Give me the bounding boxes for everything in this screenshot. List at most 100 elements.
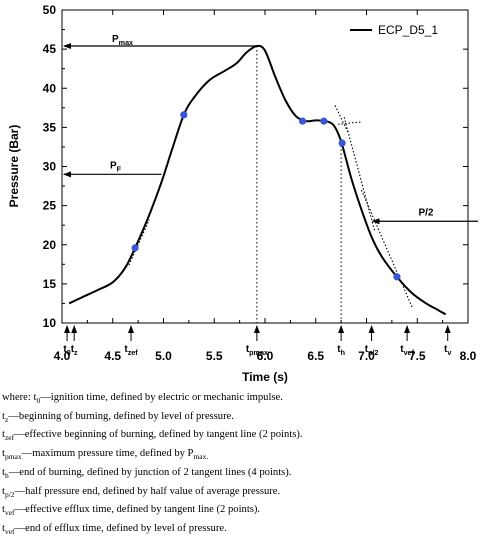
- time-marker-label-sub: 0: [67, 348, 71, 357]
- definition-text: —effective beginning of burning, defined…: [14, 429, 303, 441]
- marker-point: [131, 244, 139, 252]
- time-marker-label-main: t: [124, 344, 128, 355]
- series-layer: [68, 44, 447, 316]
- definition-symbol: t: [2, 410, 5, 422]
- time-marker-label-main: t: [246, 344, 250, 355]
- definition-symbol: t: [2, 522, 5, 534]
- definition-text: —beginning of burning, defined by level …: [8, 410, 234, 422]
- definition-symbol-sub: z: [4, 414, 9, 424]
- pmax-label-main: P: [112, 34, 119, 45]
- definition-text: —half pressure end, defined by half valu…: [14, 485, 281, 497]
- definition-symbol-sub: vef: [4, 527, 15, 537]
- x-tick-label: 6.5: [307, 349, 324, 363]
- y-tick-label: 35: [43, 120, 57, 134]
- x-tick-label: 5.5: [206, 349, 223, 363]
- time-marker-label: th: [337, 344, 345, 357]
- x-tick-label: 6.0: [257, 349, 274, 363]
- definition-symbol-sub: p/2: [4, 489, 15, 499]
- definition-symbol: t: [2, 504, 5, 516]
- definition-symbol-sub: zef: [4, 433, 15, 443]
- time-marker-label-main: t: [337, 344, 341, 355]
- time-marker-label-sub: h: [341, 348, 345, 357]
- definition-symbol: t: [2, 466, 5, 478]
- x-tick-label: 7.0: [358, 349, 375, 363]
- pmax-label-sub: max: [119, 38, 133, 47]
- time-marker-label-sub: vef: [404, 348, 415, 357]
- pmax-label: Pmax: [112, 34, 133, 47]
- time-marker-label: tz: [71, 344, 78, 357]
- x-tick-label: 4.0: [54, 349, 71, 363]
- pf-label-sub: F: [117, 164, 122, 173]
- marker-point: [180, 111, 188, 119]
- legend: ECP_D5_1: [350, 23, 438, 37]
- time-marker-label-main: t: [400, 344, 404, 355]
- x-tick-label: 4.5: [104, 349, 121, 363]
- time-marker-label-main: t: [444, 344, 448, 355]
- definition-symbol: t: [2, 485, 5, 497]
- definitions-list: where: t0—ignition time, defined by elec…: [2, 390, 486, 540]
- time-marker-label: tpmax: [246, 344, 268, 357]
- definition-item: tvef—end of efflux time, defined by leve…: [2, 521, 486, 540]
- definition-item: tp/2—half pressure end, defined by half …: [2, 484, 486, 503]
- tangent-lines: [128, 105, 413, 308]
- definition-symbol-sub: 0: [36, 396, 41, 406]
- y-tick-label: 15: [43, 277, 57, 291]
- time-marker-label: tzef: [124, 344, 138, 357]
- definition-symbol: t: [2, 448, 5, 460]
- x-tick-label: 7.5: [409, 349, 426, 363]
- p2-label: P/2: [418, 207, 433, 218]
- y-tick-label: 40: [43, 81, 57, 95]
- pressure-time-chart: 4.0 4.5 5.0 5.5 6.0 6.5 7.0 7.5 8.0 10 15 20 25 30 35 4…: [7, 3, 478, 384]
- tangent-line: [343, 117, 376, 231]
- marker-point: [338, 139, 346, 147]
- definition-text: —effective efflux time, defined by tange…: [14, 504, 261, 516]
- time-marker-label-sub: zef: [128, 348, 139, 357]
- definition-text: —maximum pressure time, defined by P: [21, 448, 194, 460]
- definition-item: th—end of burning, defined by junction o…: [2, 465, 486, 484]
- y-tick-label: 20: [43, 238, 57, 252]
- definition-symbol: t: [2, 429, 5, 441]
- time-marker-label-main: t: [365, 344, 369, 355]
- time-marker-label: tvef: [400, 344, 414, 357]
- time-marker-label-sub: v: [447, 348, 451, 357]
- definition-symbol-sub: pmax: [4, 452, 22, 462]
- series-line-ecp-d5-1: [68, 44, 447, 316]
- y-tick-label: 25: [43, 199, 57, 213]
- time-markers: t0 tz tzef tpmax th tp/2 tvef tv: [63, 325, 451, 357]
- y-tick-label: 45: [43, 42, 57, 56]
- definition-text-sub: max.: [193, 452, 209, 462]
- plot-frame: [61, 9, 469, 324]
- axis-ticks: 4.0 4.5 5.0 5.5 6.0 6.5 7.0 7.5 8.0 10 15 20 25 30 35 4…: [43, 3, 477, 363]
- definition-symbol-sub: vef: [4, 508, 15, 518]
- definition-prefix: where:: [2, 392, 34, 403]
- marker-point: [298, 117, 307, 125]
- definition-item: tzef—effective beginning of burning, def…: [2, 427, 486, 446]
- definition-text: —ignition time, defined by electric or m…: [40, 392, 283, 403]
- definition-item: where: t0—ignition time, defined by elec…: [2, 390, 486, 409]
- y-axis-label: Pressure (Bar): [7, 125, 21, 208]
- time-marker-label-main: t: [63, 344, 67, 355]
- x-tick-label: 5.0: [155, 349, 172, 363]
- pf-label-main: P: [110, 160, 117, 171]
- tangent-line: [338, 121, 362, 125]
- x-tick-label: 8.0: [460, 349, 477, 363]
- pf-label: PF: [110, 160, 122, 173]
- tangent-line: [334, 105, 349, 134]
- time-marker-label-sub: pmax: [249, 348, 268, 357]
- marker-points: [131, 111, 401, 281]
- time-marker-label: tp/2: [365, 344, 379, 357]
- guide-lines: [256, 45, 342, 323]
- y-tick-label: 10: [43, 316, 57, 330]
- tangent-line: [360, 189, 413, 308]
- definition-symbol: t: [33, 392, 37, 403]
- x-axis-label: Time (s): [242, 370, 288, 384]
- time-marker-label-main: t: [71, 344, 75, 355]
- time-marker-label: t0: [63, 344, 70, 357]
- definition-text: —end of efflux time, defined by level of…: [14, 522, 227, 534]
- time-marker-label: tv: [444, 344, 451, 357]
- definition-item: tpmax—maximum pressure time, defined by …: [2, 446, 486, 465]
- definition-item: tvef—effective efflux time, defined by t…: [2, 502, 486, 521]
- marker-point: [393, 273, 401, 281]
- marker-point: [320, 117, 328, 125]
